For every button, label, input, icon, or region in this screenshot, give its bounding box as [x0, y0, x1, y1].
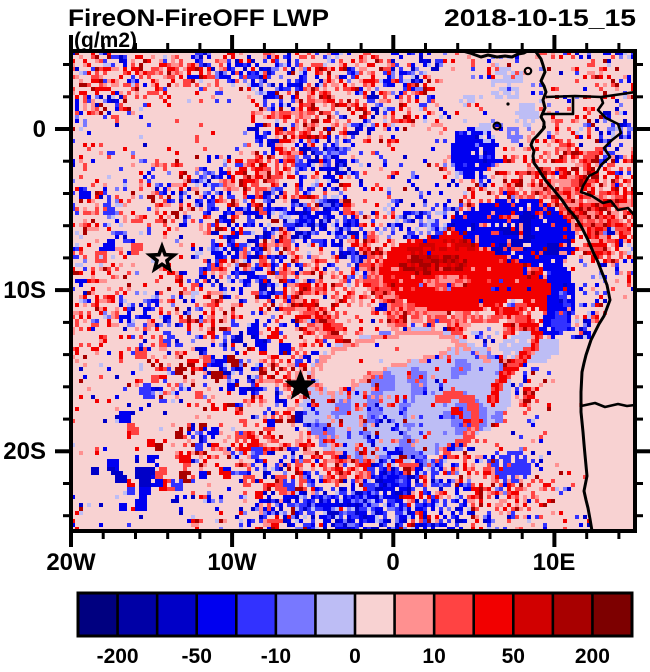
svg-text:-10: -10 [261, 645, 291, 667]
svg-text:10S: 10S [3, 277, 46, 304]
svg-text:2018-10-15_15: 2018-10-15_15 [444, 5, 636, 32]
svg-text:0: 0 [33, 116, 46, 143]
svg-text:-200: -200 [97, 645, 139, 667]
svg-text:-50: -50 [182, 645, 212, 667]
svg-text:20S: 20S [3, 438, 46, 465]
svg-text:20W: 20W [46, 549, 96, 576]
svg-text:0: 0 [386, 549, 399, 576]
svg-text:10W: 10W [207, 549, 257, 576]
svg-text:10E: 10E [533, 549, 576, 576]
svg-text:10: 10 [422, 645, 445, 667]
svg-text:(g/m2): (g/m2) [74, 29, 137, 52]
svg-text:200: 200 [575, 645, 610, 667]
svg-text:50: 50 [502, 645, 525, 667]
svg-text:0: 0 [349, 645, 361, 667]
svg-text:FireON-FireOFF LWP: FireON-FireOFF LWP [68, 5, 329, 32]
